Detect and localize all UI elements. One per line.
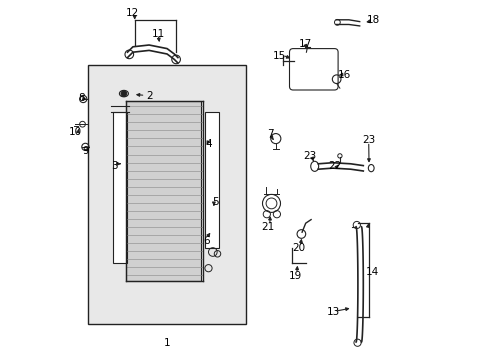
Text: 14: 14 [365,267,378,277]
Text: 3: 3 [111,161,117,171]
Text: 5: 5 [212,197,219,207]
Text: 9: 9 [82,146,89,156]
Bar [125,101,201,281]
Text: 17: 17 [298,39,311,49]
Text: 23: 23 [303,150,316,161]
Text: 18: 18 [366,15,379,25]
FancyBboxPatch shape [289,49,337,90]
Text: 15: 15 [273,51,286,61]
Text: 6: 6 [203,236,209,246]
Text: 10: 10 [69,127,81,138]
Text: 4: 4 [205,139,211,149]
Text: 21: 21 [261,222,274,232]
Text: 2: 2 [145,91,152,102]
FancyBboxPatch shape [88,65,246,324]
Text: 7: 7 [266,129,273,139]
Bar [204,112,218,248]
Text: 13: 13 [326,307,340,318]
Circle shape [121,91,126,96]
Text: 22: 22 [328,161,341,171]
Text: 12: 12 [125,8,139,18]
Bar [113,112,126,263]
Text: 16: 16 [337,69,350,80]
Text: 11: 11 [152,29,165,39]
Text: 8: 8 [78,93,85,103]
Text: 1: 1 [163,338,170,348]
Text: 23: 23 [361,135,375,145]
Text: 19: 19 [288,271,302,282]
Text: 20: 20 [292,243,305,253]
